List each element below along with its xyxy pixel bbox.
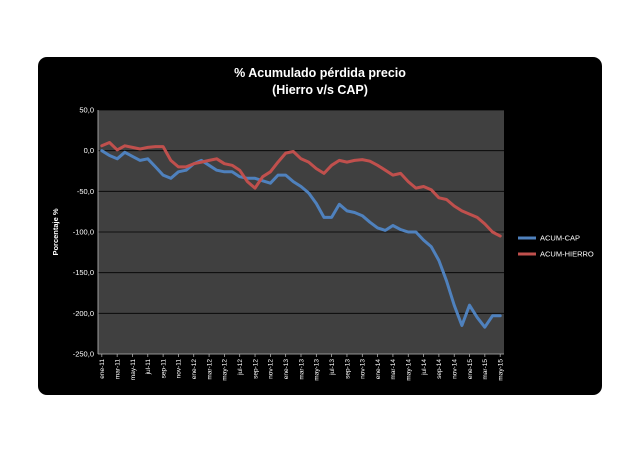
y-tick-label: -200,0 [73, 309, 94, 318]
chart-panel: % Acumulado pérdida precio (Hierro v/s C… [38, 57, 602, 395]
x-tick-label: may-11 [130, 359, 137, 381]
y-tick-label: -100,0 [73, 228, 94, 237]
line-chart: 50,0 0,0 -50,0 -100,0 -150,0 -200,0 -250,0 ene-… [51, 106, 594, 381]
y-axis-label: Porcentaje % [51, 208, 60, 255]
x-tick-label: sep-12 [252, 359, 259, 379]
series-line-acum-hierro [100, 141, 502, 238]
legend-label: ACUM-HIERRO [540, 250, 594, 259]
x-tick-label: ene-13 [283, 359, 290, 380]
x-tick-label: sep-11 [160, 359, 167, 379]
y-tick-label: 50,0 [79, 106, 94, 115]
x-tick-label: ene-14 [375, 359, 382, 380]
x-tick-label: ene-12 [191, 359, 198, 380]
x-tick-label: sep-13 [344, 359, 351, 379]
x-tick-label: nov-14 [452, 359, 459, 379]
x-tick-label: sep-14 [436, 359, 443, 379]
x-tick-label: mar-11 [114, 359, 121, 379]
series-line-acum-cap [100, 149, 502, 329]
x-tick-label: may-13 [314, 359, 321, 381]
y-tick-label: 0,0 [84, 146, 94, 155]
x-tick-label: nov-12 [268, 359, 275, 379]
x-tick-label: jul-14 [421, 359, 428, 376]
chart-title-line1: % Acumulado pérdida precio [234, 66, 406, 80]
x-tick-label: jul-12 [237, 359, 244, 376]
x-tick-label: jul-13 [329, 359, 336, 376]
chart-title: % Acumulado pérdida precio (Hierro v/s C… [38, 65, 602, 99]
x-tick-label: may-14 [406, 359, 413, 381]
chart-subtitle: (Hierro v/s CAP) [272, 83, 368, 97]
y-tick-label: -50,0 [77, 187, 94, 196]
x-tick-label: nov-13 [360, 359, 367, 379]
x-tick-label: mar-13 [298, 359, 305, 380]
x-tick-label: nov-11 [176, 359, 183, 379]
x-tick-label: jul-11 [145, 359, 152, 376]
x-tick-label: mar-12 [206, 359, 213, 380]
x-tick-label: ene-11 [99, 359, 106, 379]
x-tick-label: may-12 [222, 359, 229, 381]
x-tick-label: mar-15 [482, 359, 489, 380]
y-tick-label: -250,0 [73, 350, 94, 359]
legend-label: ACUM-CAP [540, 234, 580, 243]
x-tick-label: may-15 [497, 359, 504, 381]
x-tick-label: mar-14 [390, 359, 397, 380]
y-tick-label: -150,0 [73, 268, 94, 277]
x-tick-label: ene-15 [467, 359, 474, 380]
